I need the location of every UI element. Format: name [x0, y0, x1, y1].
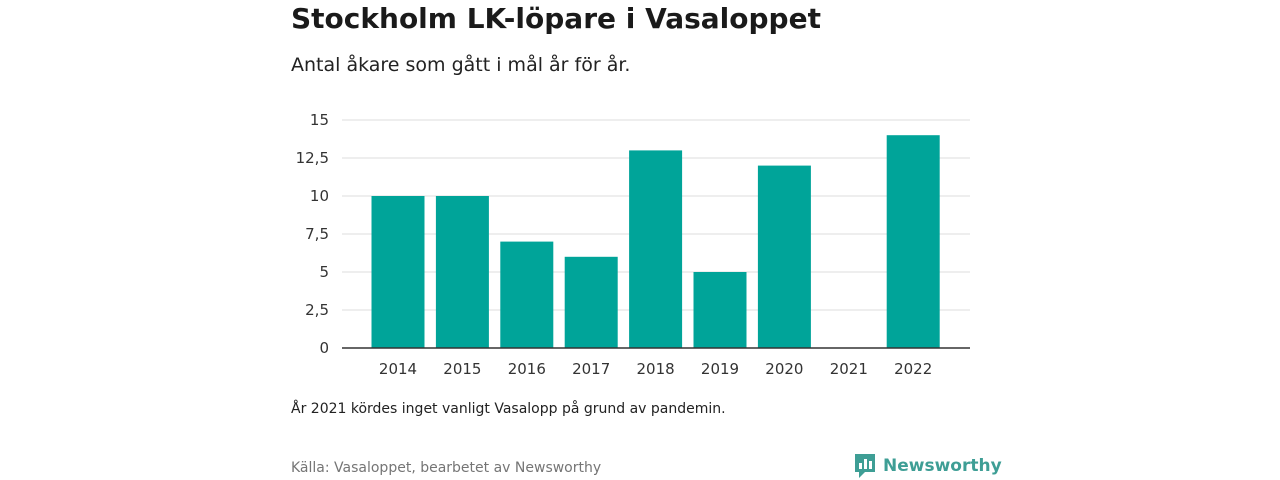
bar [435, 196, 489, 348]
chart-subtitle: Antal åkare som gått i mål år för år. [291, 54, 631, 76]
x-tick-label: 2014 [379, 360, 417, 378]
x-tick-label: 2022 [894, 360, 932, 378]
y-tick-label: 2,5 [305, 301, 329, 319]
y-tick-label: 7,5 [305, 225, 329, 243]
bar [500, 241, 554, 348]
x-tick-label: 2015 [443, 360, 481, 378]
x-tick-label: 2019 [701, 360, 739, 378]
brand-logo: Newsworthy [853, 453, 1002, 479]
bar [757, 165, 811, 348]
bar [564, 256, 618, 348]
tick-labels: 0 2,5 5 7,5 10 12,5 15 2014 2015 2016 2017 2018 2019… [296, 111, 933, 378]
bar-chart: 0 2,5 5 7,5 10 12,5 15 2014 2015 2016 2017 2018 2019… [296, 111, 970, 378]
y-tick-label: 15 [310, 111, 329, 129]
bars [371, 135, 940, 348]
y-tick-label: 12,5 [296, 149, 329, 167]
x-tick-label: 2020 [765, 360, 803, 378]
brand-name: Newsworthy [883, 456, 1002, 476]
source-text: Källa: Vasaloppet, bearbetet av Newswort… [291, 460, 602, 476]
y-tick-label: 5 [319, 263, 329, 281]
bar [629, 150, 683, 348]
x-tick-label: 2018 [637, 360, 675, 378]
y-tick-label: 10 [310, 187, 329, 205]
y-tick-label: 0 [319, 339, 329, 357]
x-tick-label: 2021 [830, 360, 868, 378]
bar [371, 196, 425, 348]
footnote: År 2021 kördes inget vanligt Vasalopp på… [291, 401, 726, 417]
bar [693, 272, 747, 348]
x-tick-label: 2016 [508, 360, 546, 378]
chart-title: Stockholm LK-löpare i Vasaloppet [291, 2, 821, 35]
newsworthy-logo-icon [855, 454, 875, 478]
x-tick-label: 2017 [572, 360, 610, 378]
bar [886, 135, 940, 348]
